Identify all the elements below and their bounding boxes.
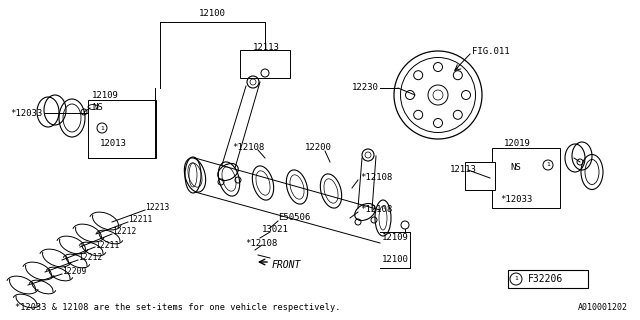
Text: 12200: 12200	[305, 143, 332, 153]
Bar	[508, 270, 588, 288]
Text: 12100: 12100	[198, 10, 225, 19]
Text: 1: 1	[100, 125, 104, 131]
Text: 12100: 12100	[382, 255, 409, 265]
Text: NS: NS	[510, 164, 521, 172]
Bar	[492, 148, 560, 208]
Text: *12108: *12108	[360, 173, 392, 182]
Text: *12033: *12033	[10, 108, 42, 117]
Text: 13021: 13021	[262, 226, 289, 235]
Text: 12213: 12213	[145, 204, 170, 212]
Text: 12019: 12019	[504, 139, 531, 148]
Text: 12013: 12013	[100, 139, 127, 148]
Text: *12108: *12108	[360, 205, 392, 214]
Text: E50506: E50506	[278, 213, 310, 222]
Text: 12113: 12113	[450, 165, 477, 174]
Text: 12109: 12109	[92, 92, 119, 100]
Text: A010001202: A010001202	[578, 303, 628, 313]
Circle shape	[97, 123, 107, 133]
Text: 12209: 12209	[62, 268, 86, 276]
Text: F32206: F32206	[528, 274, 563, 284]
Bar	[88, 100, 156, 158]
Text: NS: NS	[92, 102, 103, 111]
Text: 12211: 12211	[128, 215, 152, 225]
Text: 12212: 12212	[112, 228, 136, 236]
Text: FIG.011: FIG.011	[472, 47, 509, 57]
Text: 1: 1	[514, 276, 518, 282]
Text: 12212: 12212	[78, 253, 102, 262]
Bar	[465, 162, 495, 190]
Text: *12108: *12108	[245, 238, 277, 247]
Bar	[240, 50, 290, 78]
Text: *12108: *12108	[232, 143, 264, 153]
Text: FRONT: FRONT	[272, 260, 301, 270]
Text: *12033 & 12108 are the set-items for one vehicle respectively.: *12033 & 12108 are the set-items for one…	[15, 303, 340, 313]
Text: 12113: 12113	[253, 43, 280, 52]
Text: 12109: 12109	[382, 234, 409, 243]
Circle shape	[543, 160, 553, 170]
Circle shape	[510, 273, 522, 285]
Text: *12033: *12033	[500, 196, 532, 204]
Text: 12211: 12211	[95, 241, 120, 250]
Text: 1: 1	[546, 163, 550, 167]
Text: 12230: 12230	[352, 84, 379, 92]
